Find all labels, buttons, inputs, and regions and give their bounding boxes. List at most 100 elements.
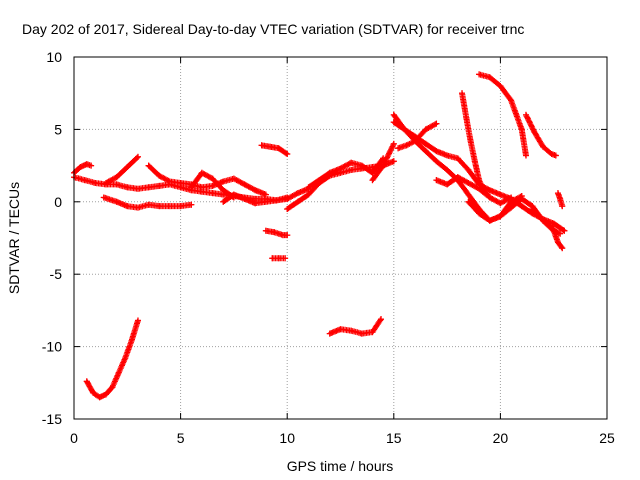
data-point — [518, 203, 525, 210]
data-point — [115, 369, 122, 376]
data-point — [156, 203, 163, 210]
marker-trace — [523, 111, 559, 159]
data-point — [275, 255, 282, 262]
data-point — [241, 195, 248, 202]
data-point — [92, 179, 99, 186]
data-point — [497, 213, 504, 220]
chart-title: Day 202 of 2017, Sidereal Day-to-day VTE… — [22, 21, 524, 37]
data-point — [403, 142, 410, 149]
data-point — [124, 164, 131, 171]
data-point — [444, 152, 451, 159]
data-point — [554, 190, 561, 197]
x-tick-label: 25 — [599, 430, 615, 446]
data-point — [531, 129, 538, 136]
data-point — [188, 201, 195, 208]
data-point — [252, 187, 259, 194]
data-point — [209, 182, 216, 189]
data-point — [559, 245, 566, 252]
data-point — [81, 177, 88, 184]
data-point — [156, 182, 163, 189]
data-point — [230, 191, 237, 198]
x-axis-label: GPS time / hours — [287, 458, 394, 474]
y-tick-label: 0 — [54, 194, 62, 210]
data-point — [550, 227, 557, 234]
marker-trace — [262, 227, 291, 239]
data-point — [395, 145, 402, 152]
data-point — [476, 177, 483, 184]
data-point — [188, 184, 195, 191]
data-point — [486, 217, 493, 224]
series-s23 — [522, 111, 559, 159]
data-point — [177, 203, 184, 210]
data-point — [88, 162, 95, 169]
data-point — [294, 190, 301, 197]
data-point — [198, 184, 205, 191]
x-tick-label: 20 — [493, 430, 509, 446]
data-point — [433, 148, 440, 155]
data-point — [102, 179, 109, 186]
data-point — [258, 142, 265, 149]
data-point — [422, 126, 429, 133]
data-point — [220, 178, 227, 185]
data-point — [444, 181, 451, 188]
data-point — [554, 239, 561, 246]
data-point — [284, 195, 291, 202]
data-point — [454, 155, 461, 162]
data-point — [262, 227, 269, 234]
data-point — [433, 177, 440, 184]
data-point — [83, 161, 90, 168]
data-point — [198, 169, 205, 176]
data-point — [294, 198, 301, 205]
data-point — [486, 74, 493, 81]
data-point — [128, 337, 135, 344]
data-point — [422, 140, 429, 147]
data-point — [378, 316, 385, 323]
x-tick-label: 15 — [386, 430, 402, 446]
data-point — [305, 184, 312, 191]
data-point — [209, 175, 216, 182]
series-s4 — [145, 162, 269, 198]
data-point — [348, 166, 355, 173]
data-point — [252, 200, 259, 207]
data-point — [465, 179, 472, 186]
data-point — [465, 198, 472, 205]
data-point — [467, 137, 474, 144]
data-point — [134, 153, 141, 160]
data-point — [559, 203, 566, 210]
data-point — [262, 198, 269, 205]
data-point — [284, 151, 291, 158]
y-tick-label: -15 — [42, 411, 62, 427]
data-point — [134, 185, 141, 192]
data-point — [337, 165, 344, 172]
data-point — [358, 330, 365, 337]
data-point — [271, 229, 278, 236]
data-point — [220, 187, 227, 194]
data-point — [166, 178, 173, 185]
data-point — [508, 194, 515, 201]
data-point — [122, 355, 129, 362]
series-s20 — [459, 90, 491, 198]
data-point — [465, 191, 472, 198]
series-s3 — [102, 153, 141, 186]
data-point — [412, 137, 419, 144]
data-point — [522, 111, 529, 118]
data-point — [444, 166, 451, 173]
data-point — [220, 198, 227, 205]
plot-frame — [73, 56, 608, 420]
data-point — [269, 255, 276, 262]
data-point — [433, 120, 440, 127]
marker-trace — [529, 206, 564, 237]
data-point — [145, 184, 152, 191]
data-point — [273, 197, 280, 204]
data-point — [145, 162, 152, 169]
x-tick-label: 0 — [70, 430, 78, 446]
series-s22 — [476, 71, 529, 159]
data-point — [471, 158, 478, 165]
data-point — [316, 177, 323, 184]
data-point — [284, 206, 291, 213]
data-point — [459, 90, 466, 97]
data-point — [463, 114, 470, 121]
data-point — [390, 158, 397, 165]
data-point — [134, 204, 141, 211]
data-point — [156, 172, 163, 179]
